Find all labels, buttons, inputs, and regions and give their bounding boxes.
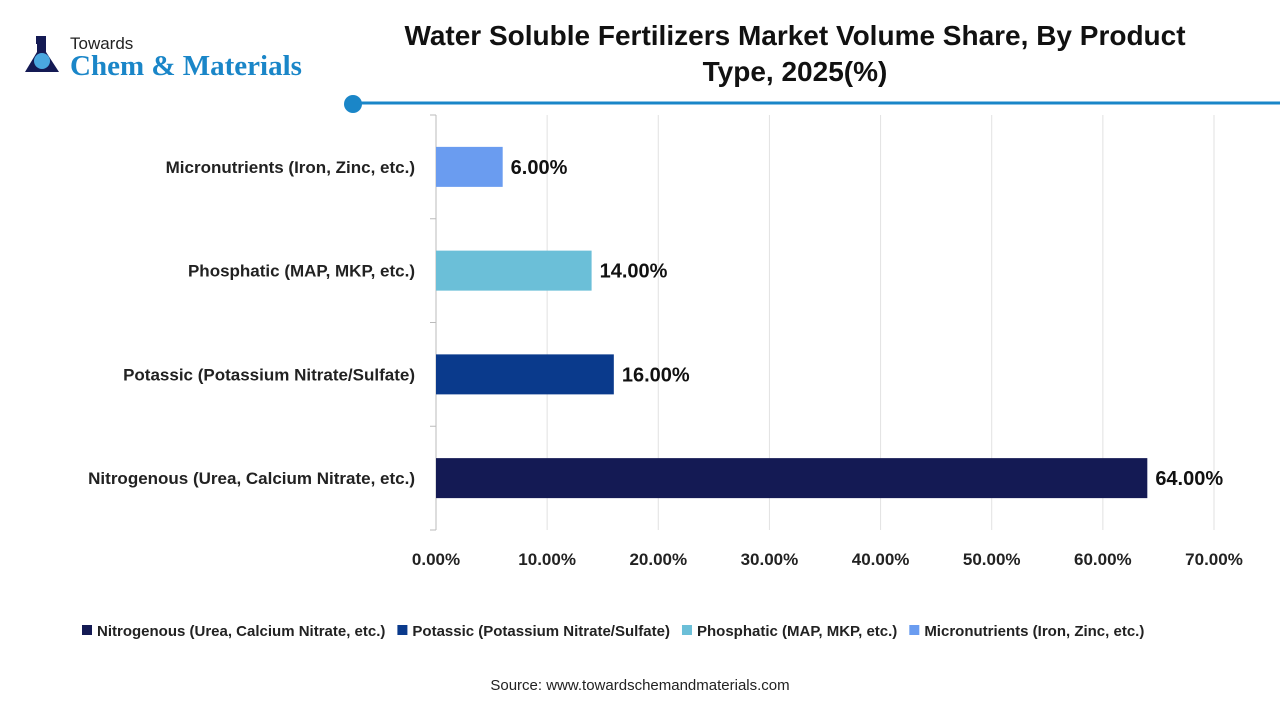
legend-label: Micronutrients (Iron, Zinc, etc.) [924,623,1144,640]
data-label: 16.00% [622,364,690,386]
x-tick-label: 0.00% [412,550,460,569]
flask-icon [25,36,59,72]
bar [436,146,503,187]
source-note: Source: www.towardschemandmaterials.com [490,677,790,694]
x-tick-label: 30.00% [741,550,799,569]
x-tick-label: 10.00% [518,550,576,569]
y-category-label: Potassic (Potassium Nitrate/Sulfate) [123,365,415,384]
legend-swatch [397,625,408,635]
legend-label: Nitrogenous (Urea, Calcium Nitrate, etc.… [97,623,385,640]
legend-label: Potassic (Potassium Nitrate/Sulfate) [412,623,670,640]
legend-swatch [909,625,920,635]
bar [436,354,614,395]
y-category-label: Nitrogenous (Urea, Calcium Nitrate, etc.… [88,469,415,488]
legend-swatch [681,625,692,635]
data-label: 14.00% [600,261,668,283]
x-tick-label: 50.00% [963,550,1021,569]
header-divider-dot [344,95,362,113]
logo-text-brand: Chem & Materials [70,50,302,82]
y-category-label: Micronutrients (Iron, Zinc, etc.) [166,158,415,177]
x-tick-label: 70.00% [1185,550,1243,569]
x-tick-label: 20.00% [629,550,687,569]
data-label: 64.00% [1155,468,1223,490]
bar [436,250,592,291]
legend-label: Phosphatic (MAP, MKP, etc.) [697,623,897,640]
y-category-label: Phosphatic (MAP, MKP, etc.) [188,262,415,281]
bar [436,458,1148,499]
logo-text-towards: Towards [70,34,134,53]
data-label: 6.00% [511,157,568,179]
x-tick-label: 40.00% [852,550,910,569]
chart-title: Water Soluble Fertilizers Market Volume … [404,20,1186,87]
logo: Towards Chem & Materials [22,34,302,83]
x-tick-label: 60.00% [1074,550,1132,569]
legend-swatch [82,625,92,635]
